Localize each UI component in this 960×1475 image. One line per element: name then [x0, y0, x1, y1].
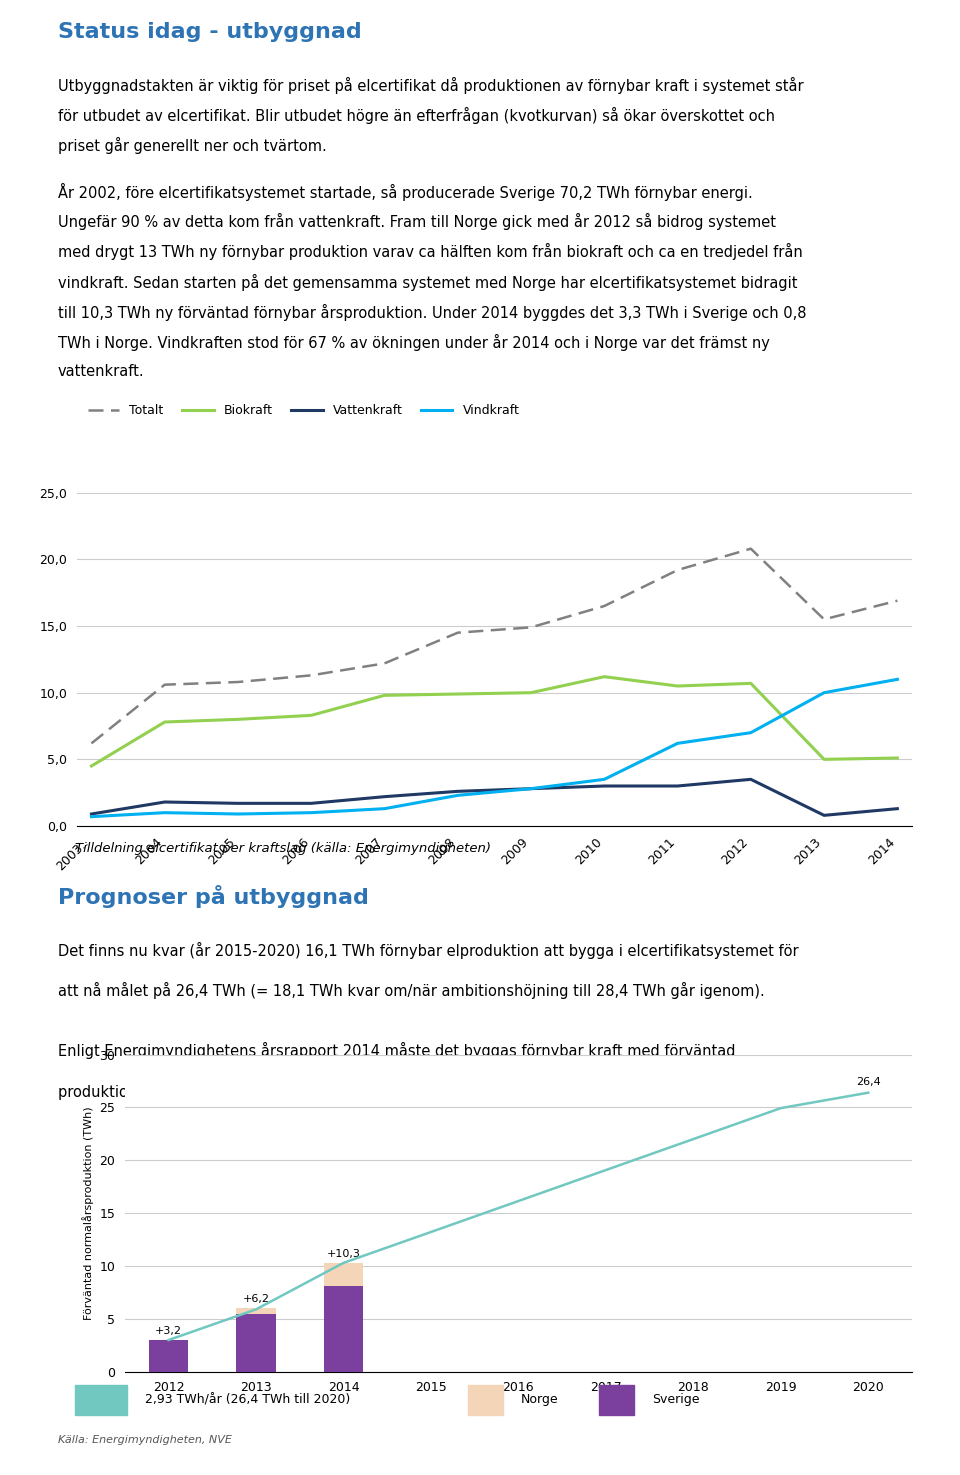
Biokraft: [305, 707, 317, 724]
Text: produktion på 2,93 TWh/år för att nå målet på 26,4 TWh till år 2020. Se graf ned: produktion på 2,93 TWh/år för att nå mål…: [58, 1083, 673, 1100]
Totalt: [452, 624, 464, 642]
Vattenkraft: [159, 794, 171, 811]
Vindkraft: [892, 671, 903, 689]
FancyBboxPatch shape: [468, 1385, 503, 1415]
Text: Utbyggnadstakten är viktig för priset på elcertifikat då produktionen av förnyba: Utbyggnadstakten är viktig för priset på…: [58, 77, 804, 94]
Vattenkraft: [525, 780, 537, 798]
Y-axis label: Förväntad normalårsproduktion (TWh): Förväntad normalårsproduktion (TWh): [82, 1106, 94, 1320]
Totalt: [745, 540, 756, 558]
Text: priset går generellt ner och tvärtom.: priset går generellt ner och tvärtom.: [58, 137, 326, 155]
Totalt: [672, 560, 684, 578]
Bar: [324, 1286, 363, 1372]
Bar: [236, 1314, 276, 1372]
Text: vattenkraft.: vattenkraft.: [58, 364, 144, 379]
Line: Vattenkraft: Vattenkraft: [91, 779, 898, 816]
Text: +10,3: +10,3: [326, 1249, 360, 1258]
Text: Ungefär 90 % av detta kom från vattenkraft. Fram till Norge gick med år 2012 så : Ungefär 90 % av detta kom från vattenkra…: [58, 212, 776, 230]
Biokraft: [232, 711, 244, 729]
FancyBboxPatch shape: [599, 1385, 635, 1415]
Biokraft: [598, 668, 610, 686]
Vattenkraft: [232, 795, 244, 813]
Vindkraft: [159, 804, 171, 822]
Text: Källa: Energimyndigheten, NVE: Källa: Energimyndigheten, NVE: [58, 1435, 231, 1446]
Text: Norge: Norge: [520, 1392, 558, 1406]
Totalt: [159, 676, 171, 693]
Bar: [324, 1263, 363, 1286]
Text: Enligt Energimyndighetens årsrapport 2014 måste det byggas förnybar kraft med fö: Enligt Energimyndighetens årsrapport 201…: [58, 1043, 735, 1059]
Vindkraft: [672, 735, 684, 752]
Biokraft: [85, 757, 97, 774]
Biokraft: [525, 684, 537, 702]
Vindkraft: [745, 724, 756, 742]
Text: Sverige: Sverige: [652, 1392, 699, 1406]
Text: +3,2: +3,2: [155, 1326, 182, 1336]
Text: TWh i Norge. Vindkraften stod för 67 % av ökningen under år 2014 och i Norge var: TWh i Norge. Vindkraften stod för 67 % a…: [58, 333, 770, 351]
Vindkraft: [525, 780, 537, 798]
Line: Biokraft: Biokraft: [91, 677, 898, 766]
Bar: [236, 1308, 276, 1314]
Biokraft: [745, 674, 756, 692]
Totalt: [379, 655, 391, 673]
Text: 26,4: 26,4: [856, 1077, 880, 1087]
Totalt: [598, 597, 610, 615]
Vindkraft: [598, 770, 610, 788]
Text: till 10,3 TWh ny förväntad förnybar årsproduktion. Under 2014 byggdes det 3,3 TW: till 10,3 TWh ny förväntad förnybar årsp…: [58, 304, 806, 320]
Vindkraft: [452, 786, 464, 804]
Totalt: [232, 673, 244, 690]
Text: 2,93 TWh/år (26,4 TWh till 2020): 2,93 TWh/år (26,4 TWh till 2020): [145, 1392, 350, 1406]
Vattenkraft: [379, 788, 391, 805]
Biokraft: [159, 712, 171, 730]
Vattenkraft: [305, 795, 317, 813]
Text: Prognoser på utbyggnad: Prognoser på utbyggnad: [58, 885, 369, 909]
Text: för utbudet av elcertifikat. Blir utbudet högre än efterfrågan (kvotkurvan) så ö: för utbudet av elcertifikat. Blir utbude…: [58, 108, 775, 124]
Text: Det finns nu kvar (år 2015-2020) 16,1 TWh förnybar elproduktion att bygga i elce: Det finns nu kvar (år 2015-2020) 16,1 TW…: [58, 943, 798, 959]
Text: Tilldelning elcertifikat per kraftslag (källa: Energimyndigheten): Tilldelning elcertifikat per kraftslag (…: [75, 842, 492, 855]
Vattenkraft: [672, 777, 684, 795]
Vindkraft: [305, 804, 317, 822]
Biokraft: [452, 686, 464, 704]
Biokraft: [672, 677, 684, 695]
Bar: [149, 1339, 188, 1372]
Totalt: [85, 735, 97, 752]
Vindkraft: [232, 805, 244, 823]
Text: Status idag - utbyggnad: Status idag - utbyggnad: [58, 22, 361, 43]
Totalt: [818, 611, 829, 628]
Text: År 2002, före elcertifikatsystemet startade, så producerade Sverige 70,2 TWh för: År 2002, före elcertifikatsystemet start…: [58, 183, 753, 201]
Biokraft: [892, 749, 903, 767]
Biokraft: [379, 686, 391, 704]
Vattenkraft: [598, 777, 610, 795]
Vindkraft: [818, 684, 829, 702]
Vattenkraft: [452, 782, 464, 799]
Text: vindkraft. Sedan starten på det gemensamma systemet med Norge har elcertifikatsy: vindkraft. Sedan starten på det gemensam…: [58, 273, 797, 291]
Totalt: [305, 667, 317, 684]
Text: att nå målet på 26,4 TWh (= 18,1 TWh kvar om/när ambitionshöjning till 28,4 TWh : att nå målet på 26,4 TWh (= 18,1 TWh kva…: [58, 982, 764, 1000]
FancyBboxPatch shape: [75, 1385, 128, 1415]
Vattenkraft: [818, 807, 829, 825]
Biokraft: [818, 751, 829, 768]
Text: med drygt 13 TWh ny förnybar produktion varav ca hälften kom från biokraft och c: med drygt 13 TWh ny förnybar produktion …: [58, 243, 803, 260]
Totalt: [525, 618, 537, 636]
Vattenkraft: [745, 770, 756, 788]
Totalt: [892, 591, 903, 609]
Legend: Totalt, Biokraft, Vattenkraft, Vindkraft: Totalt, Biokraft, Vattenkraft, Vindkraft: [84, 398, 524, 422]
Line: Totalt: Totalt: [91, 549, 898, 743]
Vindkraft: [85, 808, 97, 826]
Vindkraft: [379, 799, 391, 817]
Line: Vindkraft: Vindkraft: [91, 680, 898, 817]
Vattenkraft: [85, 805, 97, 823]
Vattenkraft: [892, 799, 903, 817]
Text: +6,2: +6,2: [243, 1294, 270, 1304]
